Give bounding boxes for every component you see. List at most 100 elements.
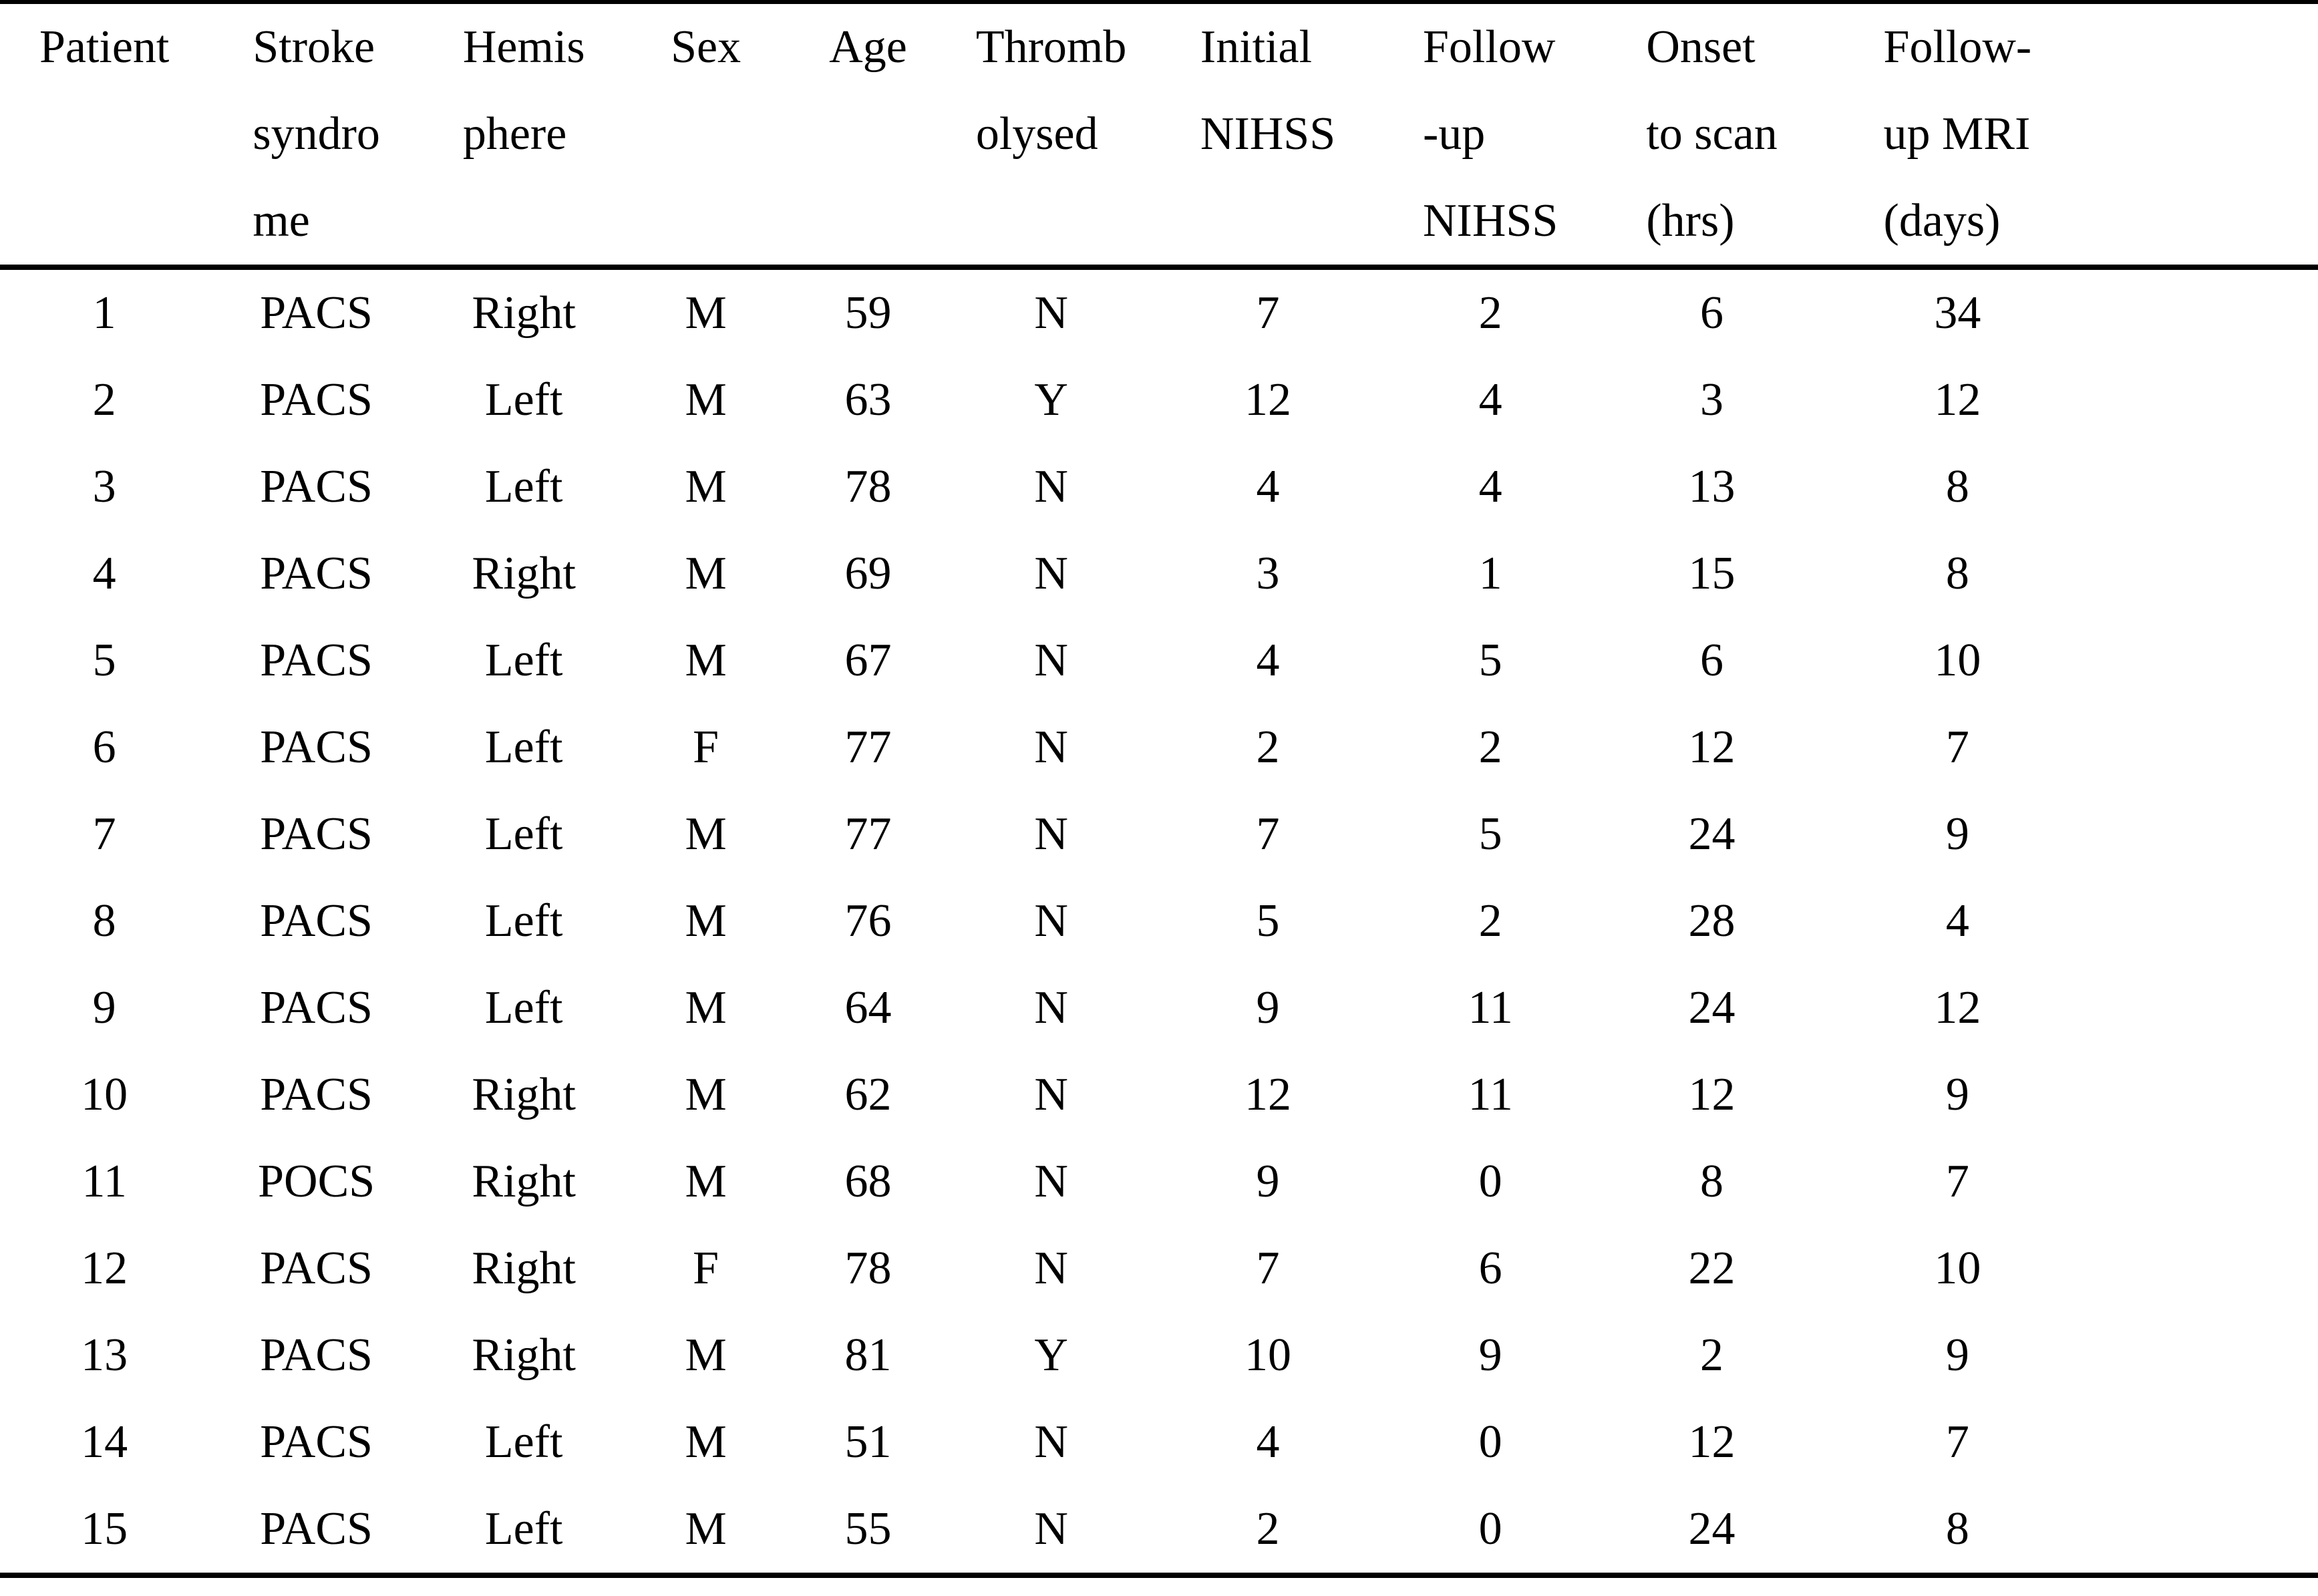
- cell-onset-to-scan: 13: [1688, 461, 1735, 512]
- header-line: Hemis: [462, 21, 585, 73]
- cell-initial-nihss: 9: [1256, 1156, 1280, 1207]
- cell-hemisphere: Left: [484, 374, 563, 426]
- cell-stroke-syndrome: PACS: [260, 1503, 373, 1555]
- cell-sex: M: [685, 635, 727, 686]
- cell-stroke-syndrome: PACS: [260, 808, 373, 860]
- cell-patient: 8: [92, 895, 116, 947]
- column-header-label: Stroke syndro me: [253, 4, 380, 265]
- header-line: olysed: [975, 108, 1098, 160]
- table-row-patient-3: 3 PACS Left M 78 N 4 4 13 8: [0, 444, 2318, 530]
- cell-sex: M: [685, 1503, 727, 1555]
- cell-age: 62: [844, 1069, 892, 1120]
- cell-hemisphere: Right: [472, 548, 576, 599]
- cell-patient: 7: [92, 808, 116, 860]
- table-row-patient-11: 11 POCS Right M 68 N 9 0 8 7: [0, 1138, 2318, 1225]
- cell-initial-nihss: 7: [1256, 287, 1280, 339]
- cell-sex: F: [693, 722, 719, 773]
- column-header-follow-up-mri: Follow-up MRI (days): [1824, 4, 2318, 267]
- cell-initial-nihss: 4: [1256, 461, 1280, 512]
- cell-follow-up-mri: 34: [1934, 287, 1981, 339]
- cell-sex: F: [693, 1243, 719, 1294]
- cell-thrombolysed: N: [1034, 1156, 1068, 1207]
- cell-age: 67: [844, 635, 892, 686]
- header-line: syndro: [253, 108, 380, 160]
- cell-initial-nihss: 2: [1256, 722, 1280, 773]
- table-row-patient-10: 10 PACS Right M 62 N 12 11 12 9: [0, 1052, 2318, 1138]
- cell-thrombolysed: N: [1034, 461, 1068, 512]
- column-header-label: Thromb olysed: [976, 4, 1127, 178]
- header-line: Patient: [39, 21, 170, 73]
- cell-stroke-syndrome: POCS: [258, 1156, 375, 1207]
- cell-follow-up-mri: 8: [1945, 461, 1969, 512]
- table-row-patient-12: 12 PACS Right F 78 N 7 6 22 10: [0, 1225, 2318, 1312]
- cell-onset-to-scan: 8: [1700, 1156, 1724, 1207]
- cell-thrombolysed: Y: [1034, 1329, 1068, 1381]
- cell-onset-to-scan: 6: [1700, 287, 1724, 339]
- cell-follow-up-mri: 12: [1934, 982, 1981, 1033]
- header-line: up MRI: [1883, 108, 2031, 160]
- cell-hemisphere: Left: [484, 1503, 563, 1555]
- cell-sex: M: [685, 982, 727, 1033]
- cell-initial-nihss: 7: [1256, 1243, 1280, 1294]
- header-line: (days): [1883, 195, 2001, 247]
- cell-onset-to-scan: 15: [1688, 548, 1735, 599]
- cell-thrombolysed: Y: [1034, 374, 1068, 426]
- table-header-row: Patient Stroke syndro me Hemis phere Sex Age Thr…: [0, 4, 2318, 267]
- cell-hemisphere: Right: [472, 1243, 576, 1294]
- cell-age: 59: [844, 287, 892, 339]
- cell-hemisphere: Left: [484, 1416, 563, 1468]
- header-line: Follow-: [1883, 21, 2032, 73]
- cell-follow-up-mri: 9: [1945, 808, 1969, 860]
- cell-patient: 10: [81, 1069, 128, 1120]
- cell-hemisphere: Left: [484, 722, 563, 773]
- column-header-label: Patient: [39, 4, 169, 91]
- cell-onset-to-scan: 6: [1700, 635, 1724, 686]
- cell-follow-up-nihss: 11: [1468, 1069, 1513, 1120]
- cell-age: 76: [844, 895, 892, 947]
- cell-patient: 3: [92, 461, 116, 512]
- cell-follow-up-nihss: 4: [1478, 374, 1502, 426]
- header-line: Onset: [1646, 21, 1756, 73]
- cell-thrombolysed: N: [1034, 895, 1068, 947]
- header-line: Follow: [1423, 21, 1556, 73]
- cell-age: 64: [844, 982, 892, 1033]
- cell-follow-up-nihss: 2: [1478, 895, 1502, 947]
- cell-age: 63: [844, 374, 892, 426]
- cell-thrombolysed: N: [1034, 635, 1068, 686]
- cell-onset-to-scan: 12: [1688, 1416, 1735, 1468]
- cell-patient: 9: [92, 982, 116, 1033]
- cell-patient: 4: [92, 548, 116, 599]
- cell-age: 77: [844, 808, 892, 860]
- cell-stroke-syndrome: PACS: [260, 1069, 373, 1120]
- column-header-label: Hemis phere: [463, 4, 585, 178]
- header-line: Initial: [1200, 21, 1313, 73]
- cell-onset-to-scan: 24: [1688, 982, 1735, 1033]
- cell-follow-up-nihss: 5: [1478, 635, 1502, 686]
- cell-onset-to-scan: 24: [1688, 1503, 1735, 1555]
- table-row-patient-15: 15 PACS Left M 55 N 2 0 24 8: [0, 1486, 2318, 1575]
- cell-hemisphere: Right: [472, 1069, 576, 1120]
- cell-sex: M: [685, 287, 727, 339]
- header-line: me: [253, 195, 310, 247]
- cell-stroke-syndrome: PACS: [260, 461, 373, 512]
- cell-follow-up-nihss: 11: [1468, 982, 1513, 1033]
- header-line: Age: [829, 21, 907, 73]
- cell-follow-up-mri: 7: [1945, 1416, 1969, 1468]
- cell-age: 81: [844, 1329, 892, 1381]
- table-top-rule: [0, 0, 2318, 4]
- cell-thrombolysed: N: [1034, 1243, 1068, 1294]
- table-row-patient-13: 13 PACS Right M 81 Y 10 9 2 9: [0, 1312, 2318, 1399]
- column-header-thrombolysed: Thromb olysed: [948, 4, 1154, 267]
- cell-onset-to-scan: 12: [1688, 722, 1735, 773]
- cell-sex: M: [685, 374, 727, 426]
- cell-follow-up-nihss: 2: [1478, 722, 1502, 773]
- cell-follow-up-mri: 9: [1945, 1329, 1969, 1381]
- cell-hemisphere: Left: [484, 895, 563, 947]
- cell-age: 77: [844, 722, 892, 773]
- column-header-patient: Patient: [0, 4, 208, 267]
- cell-follow-up-nihss: 1: [1478, 548, 1502, 599]
- cell-sex: M: [685, 1416, 727, 1468]
- cell-hemisphere: Right: [472, 1329, 576, 1381]
- cell-hemisphere: Left: [484, 808, 563, 860]
- cell-patient: 12: [81, 1243, 128, 1294]
